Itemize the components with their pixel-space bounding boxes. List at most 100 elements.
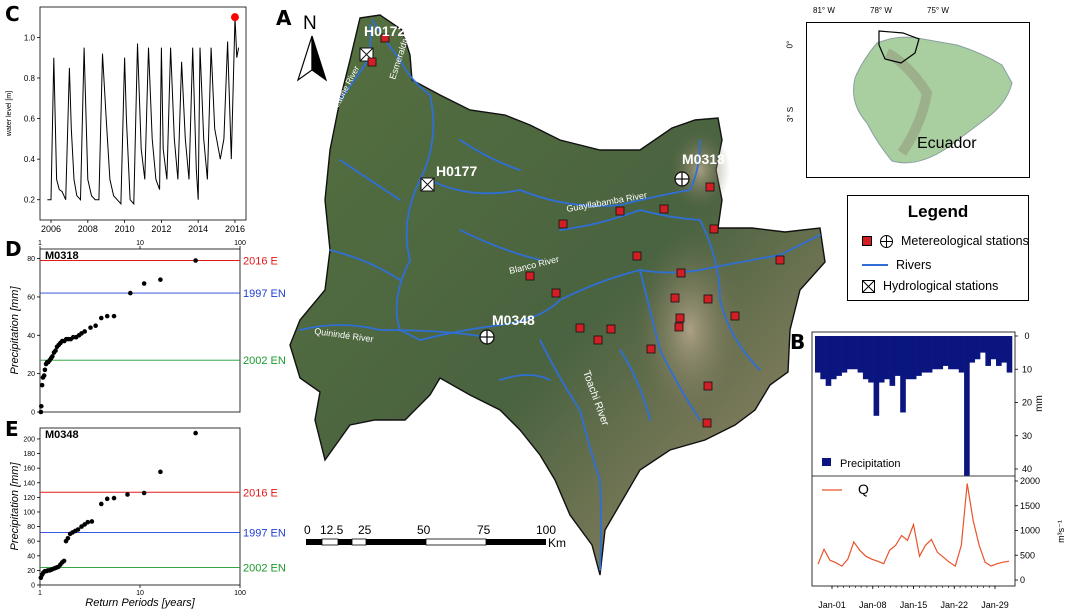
station-label-h0172: H0172 xyxy=(364,23,405,39)
chart-b-precip-bar xyxy=(985,336,992,366)
chart-b-precip-bar xyxy=(846,336,853,370)
chart-b-legend-precip-swatch xyxy=(822,458,831,466)
scale-tick: 0 xyxy=(304,523,311,537)
chart-b-precip-bar xyxy=(948,336,954,370)
met-station-marker xyxy=(367,57,377,67)
panel-letter-d: D xyxy=(5,237,22,261)
chart-b-precip-bar xyxy=(990,336,997,360)
chart-e-y-tick-label: 20 xyxy=(27,568,35,575)
chart-b-x-tick-label: Jan-08 xyxy=(859,600,887,610)
chart-c-x-tick-label: 2012 xyxy=(151,224,171,234)
met-station-marker xyxy=(593,335,603,345)
met-station-marker xyxy=(730,311,740,321)
ecuador-inset-map: Ecuador xyxy=(806,22,1030,178)
met-station-marker xyxy=(615,206,625,216)
north-arrow-icon xyxy=(296,35,328,82)
legend-title: Legend xyxy=(907,202,969,221)
chart-b-precip-bar xyxy=(878,336,885,383)
chart-d-station-label: M0318 xyxy=(45,250,79,262)
chart-d-point xyxy=(193,258,198,263)
legend-item-met: Metereological stations xyxy=(862,234,1029,248)
met-station-marker xyxy=(380,33,390,43)
chart-d-point xyxy=(98,315,104,321)
chart-c-ylabel: water level [m] xyxy=(6,91,13,137)
chart-c-y-tick-label: 0.8 xyxy=(24,74,36,83)
scale-tick: 50 xyxy=(417,523,431,537)
met-station-marker xyxy=(702,418,712,428)
scale-tick: 75 xyxy=(477,523,491,537)
met-station-marker xyxy=(703,381,713,391)
chart-d-point xyxy=(50,354,55,359)
chart-b-discharge-tick-label: 1500 xyxy=(1020,501,1040,511)
chart-d-ylabel: Precipitation [mm] xyxy=(9,286,21,375)
chart-b-precip-bar xyxy=(815,336,821,373)
met-station-icon xyxy=(862,236,872,246)
chart-d-reference-label: 1997 EN xyxy=(243,288,286,300)
met-station-marker xyxy=(551,288,561,298)
chart-c-x-tick-label: 2016 xyxy=(225,224,245,234)
chart-e-y-tick-label: 140 xyxy=(23,480,35,487)
chart-b-discharge-tick-label: 0 xyxy=(1020,575,1025,585)
chart-e-point xyxy=(111,495,117,501)
inset-country-label: Ecuador xyxy=(917,135,977,152)
chart-b-precip-tick-label: 0 xyxy=(1024,331,1029,341)
chart-c-x-tick-label: 2006 xyxy=(41,224,61,234)
met-station-marker xyxy=(675,313,685,323)
chart-d-point xyxy=(104,313,110,319)
chart-d-x-tick-label: 1 xyxy=(38,240,42,247)
panel-letter-c: C xyxy=(5,2,20,26)
met-station-marker xyxy=(703,294,713,304)
chart-b-discharge-tick-label: 2000 xyxy=(1020,476,1040,486)
chart-b-precip-bar xyxy=(953,336,960,370)
inset-lon-tick: 75° W xyxy=(927,6,949,15)
chart-b-precip-bar xyxy=(868,336,874,383)
chart-b-precip-bar xyxy=(884,336,890,380)
inset-lon-tick: 78° W xyxy=(870,6,892,15)
chart-e-point xyxy=(75,527,81,532)
chart-d-reference-label: 2002 EN xyxy=(243,355,286,367)
chart-e-xlabel: Return Periods [years] xyxy=(85,597,195,609)
chart-e-reference-label: 2016 E xyxy=(243,487,278,499)
chart-b-precip-tick-label: 40 xyxy=(1022,464,1032,474)
chart-b-precip-bar xyxy=(969,336,976,363)
chart-e-y-tick-label: 80 xyxy=(27,524,35,531)
chart-b-precip-bar xyxy=(910,336,917,380)
met-station-marker xyxy=(705,182,715,192)
chart-b-precip-bar xyxy=(857,336,864,373)
chart-b-precip-bar xyxy=(926,336,933,373)
chart-d-point xyxy=(141,281,147,286)
chart-b-precip-bar xyxy=(820,336,826,380)
chart-e-point xyxy=(61,558,67,564)
station-label-m0348: M0348 xyxy=(492,312,535,328)
chart-b-discharge-tick-label: 500 xyxy=(1020,550,1035,560)
inset-lon-tick: 81° W xyxy=(813,6,835,15)
scale-unit: Km xyxy=(548,536,566,550)
chart-e-x-tick-label: 1 xyxy=(38,590,42,597)
rivers xyxy=(299,19,821,571)
chart-e-point xyxy=(65,535,71,541)
river-line-icon xyxy=(862,264,888,266)
chart-b-x-tick-label: Jan-29 xyxy=(981,600,1009,610)
panel-letter-a: A xyxy=(276,6,292,30)
chart-d-y-tick-label: 80 xyxy=(27,256,35,263)
chart-d-point xyxy=(42,367,48,373)
chart-b-precip-bar xyxy=(996,336,1002,366)
chart-b-precip-bar xyxy=(836,336,842,376)
chart-b-precip-bar xyxy=(852,336,858,370)
chart-e-point xyxy=(89,519,95,524)
met-station-marker xyxy=(558,219,568,229)
chart-b-precip-bar xyxy=(825,336,832,386)
chart-d-point xyxy=(93,323,98,329)
met-station-marker xyxy=(646,344,656,354)
chart-b-precip-bar xyxy=(980,336,986,353)
chart-b-precip-bar xyxy=(862,336,869,380)
chart-e-point xyxy=(158,469,163,475)
chart-b-discharge-line xyxy=(817,483,1010,568)
chart-b-legend-precip-label: Precipitation xyxy=(840,458,901,470)
chart-b-discharge-tick-label: 1000 xyxy=(1020,526,1040,536)
met-station-marker xyxy=(709,224,719,234)
chart-b-precip-bar xyxy=(1006,336,1013,373)
chart-d-point xyxy=(82,329,88,334)
chart-b-precip-bar xyxy=(974,336,981,360)
